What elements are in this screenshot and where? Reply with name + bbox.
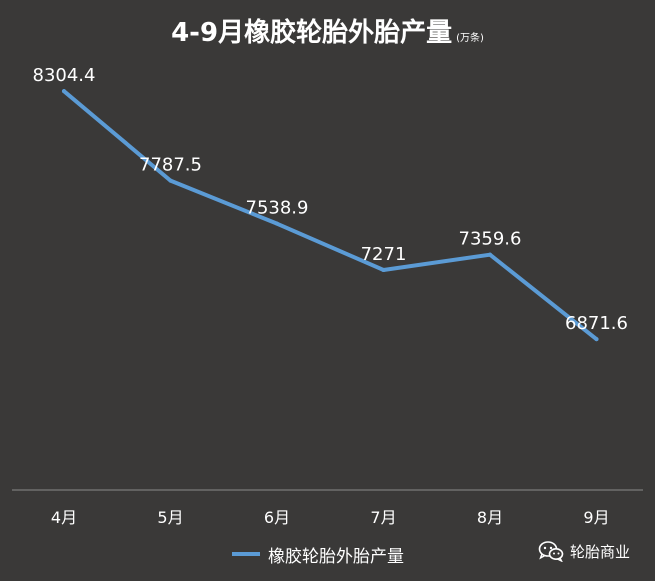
data-point [62, 89, 66, 94]
data-point [594, 337, 599, 342]
data-label: 6871.6 [565, 313, 628, 334]
data-point [275, 221, 279, 226]
x-tick-label: 7月 [370, 508, 396, 527]
legend-label: 橡胶轮胎外胎产量 [268, 546, 404, 567]
chart-title: 4-9月橡胶轮胎外胎产量 (万条) [0, 12, 655, 49]
data-point [168, 178, 173, 183]
chart-unit: (万条) [456, 33, 484, 44]
data-label: 7538.9 [246, 198, 309, 219]
chart-title-text: 4-9月橡胶轮胎外胎产量 [171, 18, 453, 48]
data-label: 7271 [361, 244, 407, 265]
data-point [488, 252, 492, 257]
watermark: 轮胎商业 [538, 536, 630, 566]
x-tick-label: 5月 [157, 508, 183, 527]
chart-legend: 橡胶轮胎外胎产量 [232, 540, 404, 568]
watermark-text: 轮胎商业 [570, 542, 631, 561]
x-tick-label: 9月 [583, 508, 609, 527]
data-label: 7787.5 [139, 155, 202, 176]
wechat-icon [538, 541, 564, 562]
x-tick-label: 8月 [477, 508, 503, 527]
x-tick-label: 4月 [51, 508, 77, 527]
legend-swatch [232, 552, 260, 556]
x-tick-label: 6月 [264, 508, 290, 527]
data-label: 8304.4 [33, 65, 96, 86]
series-line [62, 89, 599, 342]
data-point [381, 268, 386, 273]
data-label: 7359.6 [459, 229, 522, 250]
